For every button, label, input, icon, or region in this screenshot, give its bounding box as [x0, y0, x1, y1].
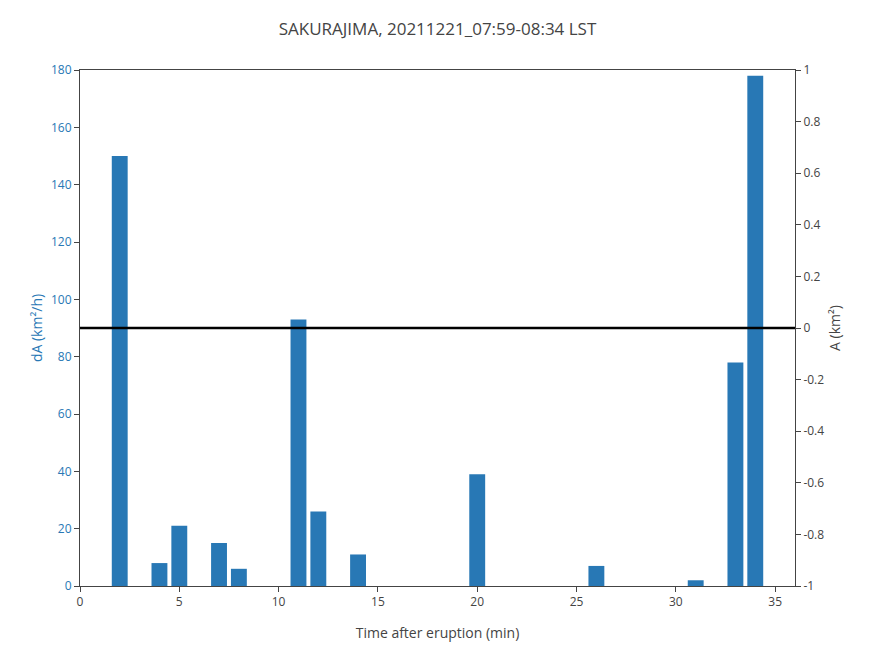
- svg-text:-0.8: -0.8: [803, 526, 824, 543]
- svg-text:35: 35: [768, 593, 782, 610]
- svg-text:0.4: 0.4: [803, 216, 820, 233]
- svg-text:A (km²): A (km²): [825, 305, 844, 351]
- svg-text:0.2: 0.2: [803, 268, 820, 285]
- svg-text:180: 180: [51, 61, 72, 78]
- svg-text:5: 5: [176, 593, 183, 610]
- svg-text:0.6: 0.6: [803, 164, 820, 181]
- svg-text:-0.4: -0.4: [803, 422, 824, 439]
- svg-text:20: 20: [58, 520, 72, 537]
- svg-text:-0.6: -0.6: [803, 474, 824, 491]
- svg-text:0: 0: [803, 319, 810, 336]
- svg-text:0: 0: [65, 577, 72, 594]
- svg-text:0: 0: [77, 593, 84, 610]
- svg-text:Time after eruption (min): Time after eruption (min): [356, 623, 520, 642]
- svg-text:-0.2: -0.2: [803, 371, 824, 388]
- svg-text:30: 30: [669, 593, 683, 610]
- svg-text:140: 140: [51, 176, 72, 193]
- svg-text:15: 15: [371, 593, 385, 610]
- svg-text:80: 80: [58, 348, 72, 365]
- svg-text:20: 20: [470, 593, 484, 610]
- svg-text:0.8: 0.8: [803, 113, 820, 130]
- svg-text:dA (km²/h): dA (km²/h): [27, 294, 46, 362]
- svg-text:-1: -1: [803, 577, 814, 594]
- svg-text:25: 25: [570, 593, 584, 610]
- svg-text:10: 10: [272, 593, 286, 610]
- svg-text:SAKURAJIMA, 20211221_07:59-08:: SAKURAJIMA, 20211221_07:59-08:34 LST: [279, 17, 597, 40]
- svg-text:160: 160: [51, 119, 72, 136]
- svg-text:120: 120: [51, 233, 72, 250]
- svg-text:100: 100: [51, 291, 72, 308]
- svg-text:40: 40: [58, 463, 72, 480]
- svg-text:1: 1: [803, 61, 810, 78]
- svg-text:60: 60: [58, 405, 72, 422]
